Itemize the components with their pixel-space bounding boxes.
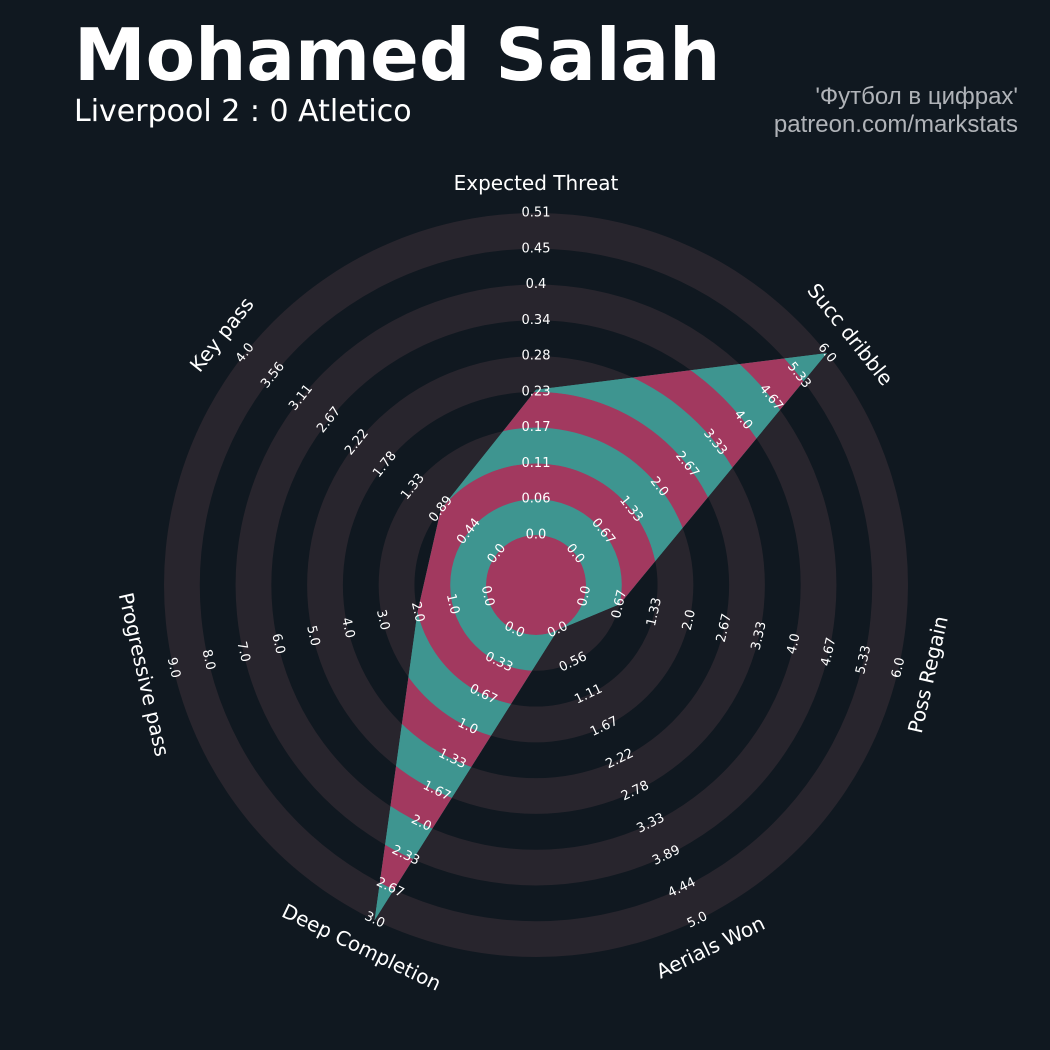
tick-label: 0.11 xyxy=(522,456,551,471)
tick-label: 9.0 xyxy=(164,656,183,680)
tick-label: 0.34 xyxy=(522,313,551,328)
tick-label: 0.23 xyxy=(522,384,551,399)
credit-link: patreon.com/markstats xyxy=(773,111,1018,138)
tick-label: 0.06 xyxy=(522,492,551,507)
tick-label: 2.67 xyxy=(714,612,735,644)
credit-source: 'Футбол в цифрах' xyxy=(815,83,1018,110)
tick-label: 0.45 xyxy=(522,241,551,256)
tick-label: 6.0 xyxy=(268,632,287,656)
polygon-center-fill xyxy=(486,535,586,635)
param-label: Poss Regain xyxy=(903,614,953,736)
tick-label: 8.0 xyxy=(199,648,218,672)
tick-label: 1.0 xyxy=(443,592,462,616)
tick-label: 0.0 xyxy=(575,584,594,608)
tick-label: 3.0 xyxy=(373,608,392,632)
tick-label: 1.33 xyxy=(644,596,665,628)
tick-label: 5.0 xyxy=(303,624,322,648)
tick-label: 0.0 xyxy=(478,584,497,608)
tick-label: 3.33 xyxy=(749,620,770,652)
tick-label: 4.67 xyxy=(818,636,839,668)
tick-label: 4.0 xyxy=(784,632,803,656)
tick-label: 7.0 xyxy=(233,640,252,664)
tick-label: 0.51 xyxy=(522,206,551,221)
tick-label: 2.0 xyxy=(408,600,427,624)
tick-label: 0.67 xyxy=(609,588,630,620)
tick-label: 0.4 xyxy=(526,277,547,292)
match-subtitle: Liverpool 2 : 0 Atletico xyxy=(74,94,412,129)
player-name-title: Mohamed Salah xyxy=(74,13,721,97)
tick-label: 5.33 xyxy=(853,644,874,676)
tick-label: 0.28 xyxy=(522,349,551,364)
tick-label: 0.0 xyxy=(526,528,547,543)
tick-label: 0.17 xyxy=(522,420,551,435)
param-label: Expected Threat xyxy=(454,171,619,195)
tick-label: 6.0 xyxy=(889,656,908,680)
tick-label: 4.0 xyxy=(338,616,357,640)
tick-label: 2.0 xyxy=(680,608,699,632)
